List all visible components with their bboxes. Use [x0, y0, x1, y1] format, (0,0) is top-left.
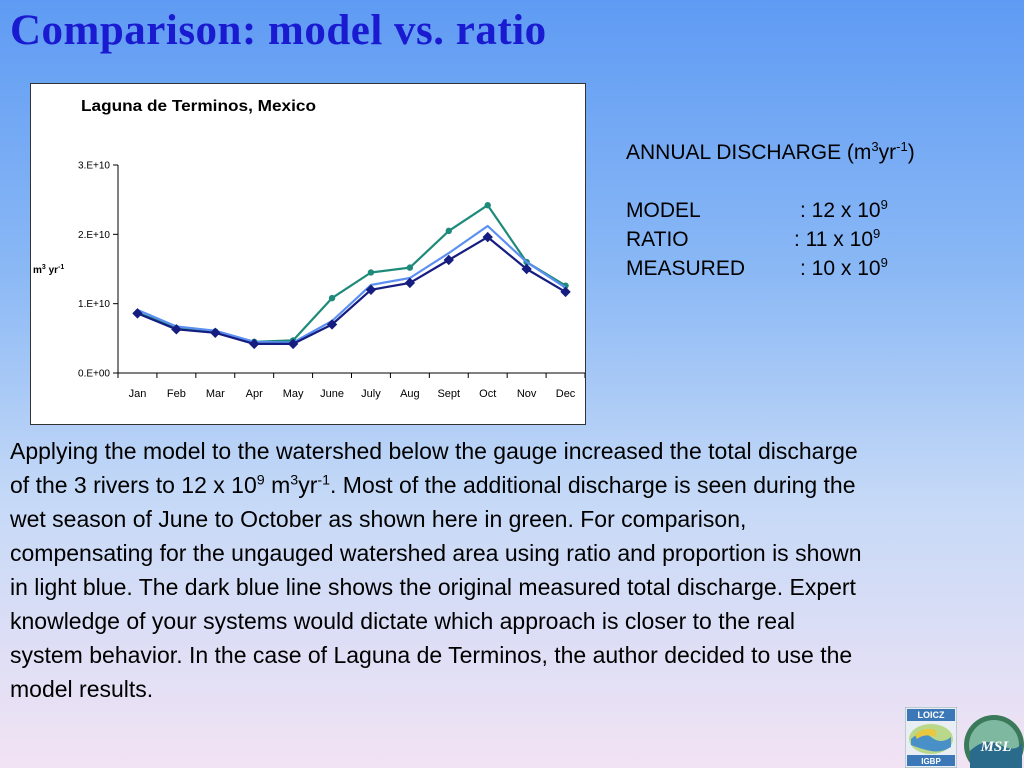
annual-value-ratio: : 11 x 109	[794, 225, 880, 254]
data-point-measured	[521, 263, 532, 275]
x-tick-label: Sept	[437, 388, 460, 400]
annual-heading: ANNUAL DISCHARGE (m3yr-1)	[626, 138, 915, 167]
y-axis-label-exp2: -1	[58, 264, 64, 271]
data-point-measured	[287, 338, 299, 350]
data-point-model	[367, 269, 375, 276]
annual-heading-exp1: 3	[871, 139, 879, 154]
x-tick-label: May	[283, 388, 304, 400]
paragraph-exp-1: 9	[256, 472, 265, 489]
annual-value-model-exp: 9	[880, 197, 888, 212]
y-tick-label: 0.E+00	[78, 369, 110, 380]
annual-value-measured-text: : 10 x 10	[800, 257, 881, 280]
paragraph-text-3: yr	[298, 472, 318, 498]
paragraph-exp-2: 3	[290, 472, 299, 489]
annual-value-model-text: : 12 x 10	[800, 199, 881, 222]
data-point-measured	[443, 254, 454, 266]
data-point-measured	[365, 284, 377, 295]
data-point-measured	[210, 327, 221, 338]
chart-title: Laguna de Terminos, Mexico	[81, 98, 316, 115]
data-point-model	[328, 294, 336, 302]
annual-spacer	[626, 167, 915, 196]
igbp-logo-text: IGBP	[921, 757, 941, 766]
paragraph-text-2: m	[264, 472, 291, 498]
x-tick-label: Nov	[517, 388, 537, 400]
paragraph-text-4: . Most of the additional discharge is se…	[10, 472, 862, 702]
y-axis-label: m3 yr-1	[33, 264, 64, 276]
y-axis-label-exp1: 3	[42, 264, 46, 271]
y-axis-label-mid: yr	[46, 265, 58, 276]
annual-heading-close: )	[907, 141, 915, 164]
annual-value-model: : 12 x 109	[800, 196, 888, 225]
annual-row-measured: MEASURED : 10 x 109	[626, 254, 915, 283]
data-point-measured	[560, 286, 571, 298]
data-point-measured	[326, 319, 338, 330]
msl-logo: MSL	[964, 715, 1024, 768]
paragraph-text-1: Applying the model to the watershed belo…	[10, 438, 858, 498]
x-tick-label: Feb	[167, 388, 186, 400]
annual-discharge-panel: ANNUAL DISCHARGE (m3yr-1) MODEL : 12 x 1…	[626, 138, 915, 283]
chart-axes: 0.E+00 1.E+10 2.E+10 3.E+10 Jan Feb Mar Apr May J…	[78, 161, 585, 400]
x-tick-label: Aug	[400, 388, 420, 400]
x-tick-label: Oct	[479, 388, 496, 400]
series-line-measured	[137, 236, 567, 345]
msl-logo-text: MSL	[980, 739, 1012, 755]
data-point-model	[445, 227, 452, 235]
annual-heading-text: ANNUAL DISCHARGE (m	[626, 141, 872, 164]
x-tick-label: Jan	[129, 388, 147, 400]
annual-value-ratio-exp: 9	[873, 226, 881, 241]
annual-heading-mid: yr	[878, 141, 897, 164]
line-chart: Laguna de Terminos, Mexico m3 yr-1 0.E+0…	[33, 98, 585, 400]
x-tick-label: July	[361, 388, 381, 400]
data-point-measured	[171, 324, 182, 335]
annual-row-model: MODEL : 12 x 109	[626, 196, 915, 225]
annual-value-measured: : 10 x 109	[800, 254, 888, 283]
annual-heading-exp2: -1	[896, 139, 908, 154]
slide-title: Comparison: model vs. ratio	[10, 7, 547, 54]
x-tick-label: Apr	[246, 388, 263, 400]
annual-row-ratio: RATIO : 11 x 109	[626, 225, 915, 254]
annual-value-ratio-text: : 11 x 10	[794, 228, 873, 251]
series-line-model	[137, 204, 567, 343]
annual-value-measured-exp: 9	[880, 255, 888, 270]
data-point-model	[406, 264, 414, 271]
loicz-igbp-logo: LOICZ IGBP	[905, 707, 957, 768]
annual-label-model: MODEL	[626, 199, 701, 222]
data-point-measured	[482, 231, 493, 243]
data-point-measured	[249, 338, 260, 350]
chart-series	[132, 202, 571, 350]
chart-panel: Laguna de Terminos, Mexico m3 yr-1 0.E+0…	[30, 83, 586, 425]
x-tick-label: Mar	[206, 388, 225, 400]
series-line-ratio	[137, 224, 567, 344]
data-point-measured	[132, 308, 143, 319]
description-paragraph: Applying the model to the watershed belo…	[10, 434, 870, 706]
annual-label-ratio: RATIO	[626, 228, 689, 251]
y-axis-label-unit: m	[33, 265, 42, 276]
x-tick-label: June	[320, 388, 344, 400]
y-tick-label: 3.E+10	[78, 161, 110, 172]
y-tick-label: 2.E+10	[78, 230, 110, 241]
paragraph-exp-3: -1	[317, 472, 331, 489]
x-tick-label: Dec	[556, 388, 576, 400]
data-point-model	[484, 202, 491, 209]
loicz-logo-text: LOICZ	[918, 710, 945, 720]
y-tick-label: 1.E+10	[78, 299, 110, 310]
annual-label-measured: MEASURED	[626, 257, 746, 280]
